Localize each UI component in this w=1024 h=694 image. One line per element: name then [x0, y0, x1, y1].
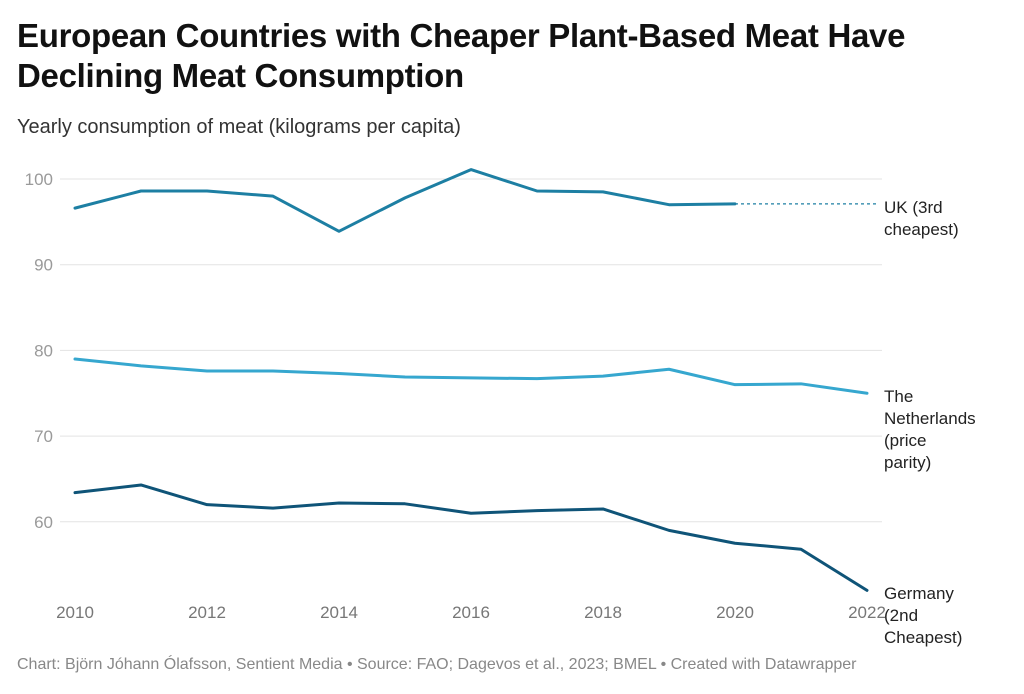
- x-tick-label: 2012: [188, 603, 226, 622]
- y-axis-ticks: 100 90 80 70 60: [25, 170, 53, 532]
- series-label-line: The: [884, 387, 913, 406]
- x-tick-label: 2022: [848, 603, 886, 622]
- series-label-line: Germany: [884, 584, 954, 603]
- y-tick-label: 90: [34, 256, 53, 275]
- chart-title: European Countries with Cheaper Plant-Ba…: [17, 17, 906, 94]
- y-tick-label: 100: [25, 170, 53, 189]
- gridlines: [60, 178, 882, 523]
- x-tick-label: 2010: [56, 603, 94, 622]
- series-label-line: (price: [884, 431, 927, 450]
- y-tick-label: 60: [34, 513, 53, 532]
- series-labels: UK (3rd cheapest) The Netherlands (price pari…: [884, 198, 976, 647]
- series-line: [73, 483, 869, 592]
- series-label-line: Cheapest): [884, 628, 962, 647]
- series-lines: [73, 168, 878, 592]
- series-label-line: (2nd: [884, 606, 918, 625]
- chart-subtitle: Yearly consumption of meat (kilograms pe…: [17, 116, 461, 138]
- series-label-line: Netherlands: [884, 409, 976, 428]
- series-label: Germany (2nd Cheapest): [884, 584, 962, 647]
- y-tick-label: 80: [34, 341, 53, 360]
- series-label: The Netherlands (price parity): [884, 387, 976, 472]
- x-tick-label: 2020: [716, 603, 754, 622]
- x-tick-label: 2016: [452, 603, 490, 622]
- x-axis-ticks: 2010 2012 2014 2016 2018 2020 2022: [56, 603, 886, 622]
- x-tick-label: 2014: [320, 603, 358, 622]
- series-label-line: UK (3rd: [884, 198, 943, 217]
- x-tick-label: 2018: [584, 603, 622, 622]
- y-tick-label: 70: [34, 427, 53, 446]
- series-label: UK (3rd cheapest): [884, 198, 959, 239]
- series-label-line: cheapest): [884, 220, 959, 239]
- series-label-line: parity): [884, 453, 931, 472]
- chart-footer: Chart: Björn Jóhann Ólafsson, Sentient M…: [17, 656, 857, 673]
- series-line: [73, 357, 869, 395]
